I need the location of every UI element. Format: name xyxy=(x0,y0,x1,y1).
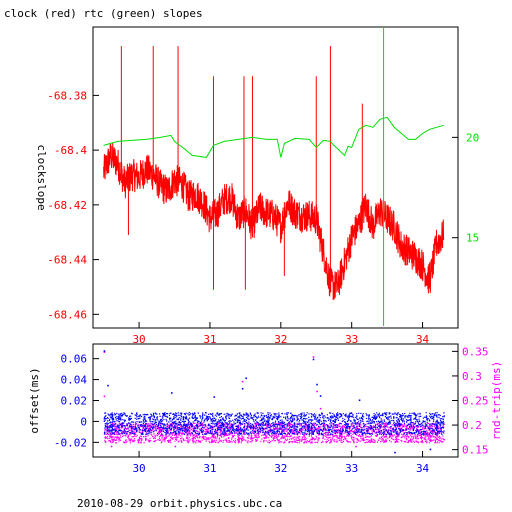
offset-points-outlier-0 xyxy=(103,350,106,352)
bottom-right-tick-label-4: 0.15 xyxy=(462,444,489,457)
bottom-x-tick-label-4: 34 xyxy=(416,462,430,475)
top-x-tick-label-0: 30 xyxy=(132,333,145,346)
bottom-x-tick-label-0: 30 xyxy=(132,462,145,475)
rnd-trip-points-outlier-7 xyxy=(319,407,322,410)
top-left-tick-label-3: -68.44 xyxy=(47,254,87,267)
bottom-left-tick-label-0: 0.06 xyxy=(61,353,88,366)
offset-points-outlier-11 xyxy=(429,448,432,451)
bottom-x-tick-label-1: 31 xyxy=(203,462,216,475)
offset-points-outlier-2 xyxy=(170,392,173,394)
top-x-tick-label-3: 33 xyxy=(345,333,358,346)
offset-points-outlier-4 xyxy=(241,387,244,390)
rnd-trip-points-outlier-2 xyxy=(110,445,113,448)
top-left-tick-label-0: -68.38 xyxy=(47,89,87,102)
bottom-right-tick-label-3: 0.2 xyxy=(462,419,482,432)
clock-series-line xyxy=(103,142,445,300)
bottom-left-tick-label-3: 0 xyxy=(80,415,87,428)
offset-points-outlier-7 xyxy=(316,383,318,386)
top-left-tick-label-1: -68.4 xyxy=(54,144,87,157)
top-x-tick-label-2: 32 xyxy=(274,333,287,346)
top-right-tick-label-0: 20 xyxy=(466,131,479,144)
offset-points-outlier-6 xyxy=(312,358,315,361)
offset-points-outlier-10 xyxy=(394,451,396,454)
bottom-panel: 0.06 0.04 0.02 0 -0.02 0.35 0.3 0.25 0.2 0.15 30 31… xyxy=(28,343,503,475)
rnd-trip-points-outlier-6 xyxy=(316,390,318,393)
bottom-y2-axis-label: rnd-trip(ms) xyxy=(490,361,503,440)
rtc-series-line xyxy=(103,116,444,158)
offset-points-outlier-8 xyxy=(319,395,322,397)
top-right-tick-label-1: 15 xyxy=(466,232,479,245)
rnd-trip-points-outlier-1 xyxy=(103,395,106,398)
offset-points-outlier-9 xyxy=(358,399,361,402)
bottom-right-tick-label-0: 0.35 xyxy=(462,345,489,358)
footer-label: 2010-08-29 orbit.physics.ubc.ca xyxy=(77,497,282,510)
bottom-x-tick-label-2: 32 xyxy=(274,462,287,475)
bottom-right-tick-label-1: 0.3 xyxy=(462,370,482,383)
top-plot-frame xyxy=(92,26,459,329)
chart-title: clock (red) rtc (green) slopes xyxy=(4,7,203,20)
rnd-trip-points-outlier-4 xyxy=(241,380,244,383)
rnd-trip-points-outlier-5 xyxy=(312,356,315,358)
offset-points xyxy=(103,412,445,436)
rnd-trip-points-outlier-0 xyxy=(103,351,106,353)
offset-points-outlier-1 xyxy=(107,384,109,387)
bottom-left-tick-label-1: 0.04 xyxy=(61,374,88,387)
bottom-right-tick-label-2: 0.25 xyxy=(462,395,489,408)
bottom-left-tick-label-4: -0.02 xyxy=(54,436,87,449)
top-panel: -68.38 -68.4 -68.42 -68.44 -68.46 20 15 30 31 32 3… xyxy=(35,26,479,346)
offset-points-outlier-5 xyxy=(245,377,247,380)
rnd-trip-points-outlier-8 xyxy=(355,445,357,448)
bottom-x-tick-label-3: 33 xyxy=(345,462,358,475)
top-left-tick-label-4: -68.46 xyxy=(47,308,87,321)
offset-points-outlier-3 xyxy=(213,396,216,398)
top-left-tick-label-2: -68.42 xyxy=(47,199,87,212)
top-x-tick-label-1: 31 xyxy=(203,333,216,346)
bottom-left-tick-label-2: 0.02 xyxy=(61,395,88,408)
rnd-trip-points-outlier-3 xyxy=(174,445,177,448)
bottom-y-axis-label: offset(ms) xyxy=(28,367,41,433)
top-x-tick-label-4: 34 xyxy=(416,333,430,346)
top-y-axis-label: clockslope xyxy=(35,144,48,210)
